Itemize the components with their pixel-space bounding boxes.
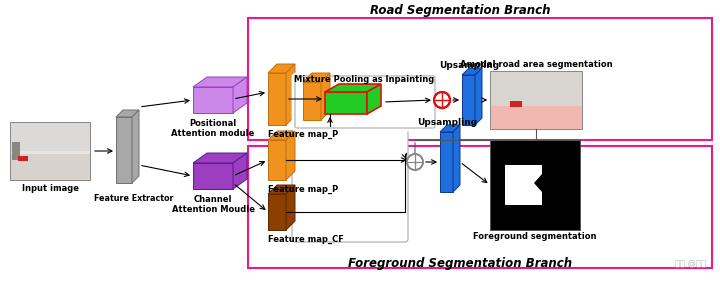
Polygon shape xyxy=(268,185,295,194)
Polygon shape xyxy=(286,185,295,230)
Polygon shape xyxy=(510,101,522,107)
Bar xyxy=(10,154,90,180)
Text: Input image: Input image xyxy=(22,184,78,193)
Polygon shape xyxy=(193,77,247,87)
Polygon shape xyxy=(325,84,381,92)
Polygon shape xyxy=(286,131,295,180)
Polygon shape xyxy=(286,64,295,125)
Bar xyxy=(10,122,90,151)
Polygon shape xyxy=(18,156,28,161)
Text: 知乎 @黄裕: 知乎 @黄裕 xyxy=(675,259,706,268)
Polygon shape xyxy=(132,110,139,183)
Bar xyxy=(10,122,90,180)
Polygon shape xyxy=(233,77,247,113)
Polygon shape xyxy=(116,117,132,183)
Polygon shape xyxy=(505,165,542,205)
Polygon shape xyxy=(268,131,295,140)
Bar xyxy=(490,106,582,129)
FancyBboxPatch shape xyxy=(295,76,435,128)
FancyBboxPatch shape xyxy=(292,129,408,242)
Polygon shape xyxy=(268,140,286,180)
Bar xyxy=(490,71,582,106)
FancyBboxPatch shape xyxy=(293,74,437,130)
Polygon shape xyxy=(268,194,286,230)
Text: Amodal road area segmentation: Amodal road area segmentation xyxy=(459,60,612,69)
Text: Mixture Pooling as Inpainting: Mixture Pooling as Inpainting xyxy=(294,75,434,84)
Bar xyxy=(12,142,20,160)
Text: Channel
Attention Moudle: Channel Attention Moudle xyxy=(171,195,254,214)
Text: Positional
Attention module: Positional Attention module xyxy=(171,119,255,138)
Polygon shape xyxy=(268,64,295,73)
Polygon shape xyxy=(367,84,381,114)
Polygon shape xyxy=(440,125,460,132)
Text: Feature Extractor: Feature Extractor xyxy=(94,194,174,203)
Polygon shape xyxy=(440,132,453,192)
Circle shape xyxy=(407,154,423,170)
FancyBboxPatch shape xyxy=(248,146,712,268)
Polygon shape xyxy=(303,73,330,82)
Polygon shape xyxy=(325,92,367,114)
Polygon shape xyxy=(321,73,330,120)
Polygon shape xyxy=(233,153,247,189)
Text: Foreground segmentation: Foreground segmentation xyxy=(473,232,597,241)
Text: Upsampling: Upsampling xyxy=(439,61,499,70)
Polygon shape xyxy=(453,125,460,192)
Polygon shape xyxy=(462,75,475,125)
Text: Road Segmentation Branch: Road Segmentation Branch xyxy=(370,4,550,17)
Polygon shape xyxy=(268,73,286,125)
Polygon shape xyxy=(193,87,233,113)
Polygon shape xyxy=(303,82,321,120)
Text: Feature map_P: Feature map_P xyxy=(268,130,338,139)
Polygon shape xyxy=(116,110,139,117)
Bar xyxy=(490,71,582,129)
Bar xyxy=(10,122,90,180)
FancyBboxPatch shape xyxy=(248,18,712,140)
Text: Feature map_P: Feature map_P xyxy=(268,185,338,194)
Bar xyxy=(490,71,582,129)
Circle shape xyxy=(434,92,450,108)
Polygon shape xyxy=(462,68,482,75)
Text: Upsampling: Upsampling xyxy=(417,118,477,127)
Polygon shape xyxy=(193,163,233,189)
Polygon shape xyxy=(475,68,482,125)
Polygon shape xyxy=(193,153,247,163)
Bar xyxy=(490,140,580,230)
Text: Foreground Segmentation Branch: Foreground Segmentation Branch xyxy=(348,257,572,270)
Text: Feature map_CF: Feature map_CF xyxy=(268,235,344,244)
